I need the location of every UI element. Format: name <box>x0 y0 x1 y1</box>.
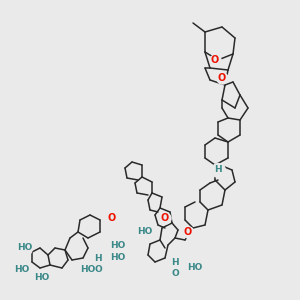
Text: H: H <box>214 166 222 175</box>
Text: O: O <box>108 213 116 223</box>
Text: O: O <box>184 227 192 237</box>
Text: H
O: H O <box>171 258 179 278</box>
Text: HO: HO <box>17 244 33 253</box>
Text: H
O: H O <box>94 254 102 274</box>
Text: O: O <box>161 213 169 223</box>
Text: HO: HO <box>137 227 153 236</box>
Text: HO: HO <box>110 242 126 250</box>
Text: HO: HO <box>80 266 96 274</box>
Text: O: O <box>218 73 226 83</box>
Text: HO: HO <box>187 263 203 272</box>
Text: O: O <box>211 55 219 65</box>
Text: HO: HO <box>34 274 50 283</box>
Text: HO: HO <box>14 266 30 274</box>
Text: HO: HO <box>110 254 126 262</box>
